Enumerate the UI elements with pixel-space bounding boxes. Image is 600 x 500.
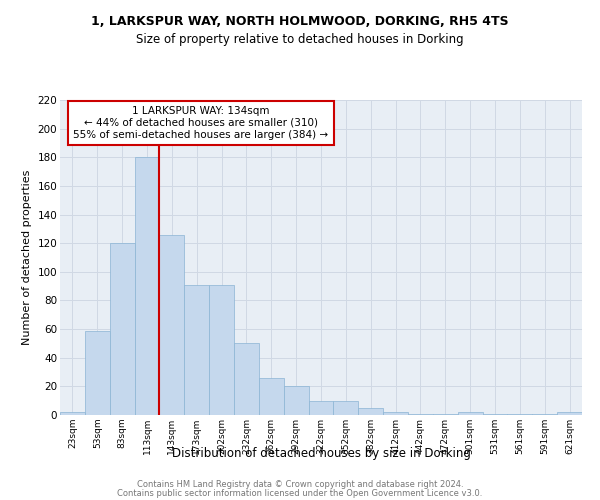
Y-axis label: Number of detached properties: Number of detached properties: [22, 170, 32, 345]
Text: 1 LARKSPUR WAY: 134sqm
← 44% of detached houses are smaller (310)
55% of semi-de: 1 LARKSPUR WAY: 134sqm ← 44% of detached…: [73, 106, 329, 140]
Bar: [458, 412, 482, 415]
Bar: [110, 243, 134, 415]
Bar: [184, 284, 209, 415]
Text: Size of property relative to detached houses in Dorking: Size of property relative to detached ho…: [136, 32, 464, 46]
Bar: [308, 400, 334, 415]
Bar: [557, 412, 582, 415]
Text: Contains public sector information licensed under the Open Government Licence v3: Contains public sector information licen…: [118, 489, 482, 498]
Bar: [532, 414, 557, 415]
Text: Contains HM Land Registry data © Crown copyright and database right 2024.: Contains HM Land Registry data © Crown c…: [137, 480, 463, 489]
Bar: [358, 408, 383, 415]
Text: Distribution of detached houses by size in Dorking: Distribution of detached houses by size …: [172, 448, 470, 460]
Bar: [134, 158, 160, 415]
Bar: [60, 412, 85, 415]
Bar: [408, 414, 433, 415]
Bar: [284, 386, 308, 415]
Bar: [85, 330, 110, 415]
Bar: [259, 378, 284, 415]
Bar: [160, 234, 184, 415]
Bar: [383, 412, 408, 415]
Bar: [334, 400, 358, 415]
Bar: [209, 284, 234, 415]
Text: 1, LARKSPUR WAY, NORTH HOLMWOOD, DORKING, RH5 4TS: 1, LARKSPUR WAY, NORTH HOLMWOOD, DORKING…: [91, 15, 509, 28]
Bar: [234, 344, 259, 415]
Bar: [508, 414, 532, 415]
Bar: [433, 414, 458, 415]
Bar: [482, 414, 508, 415]
